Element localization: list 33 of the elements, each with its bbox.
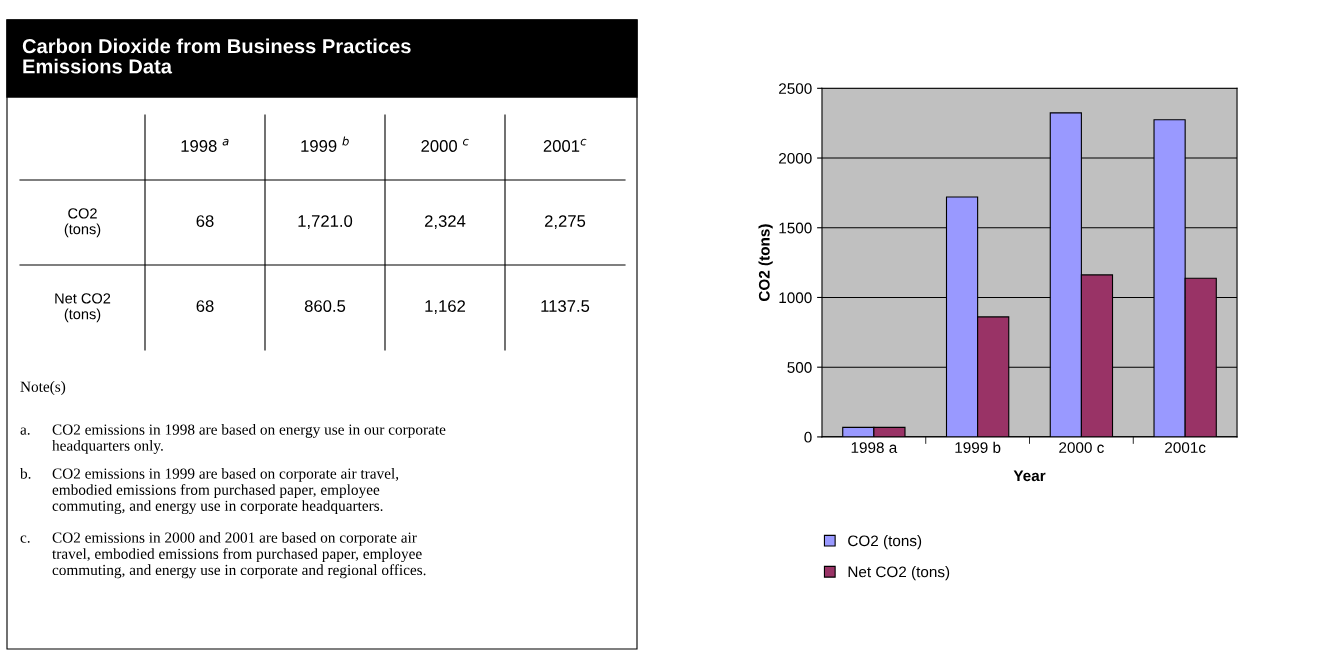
text: 1,721.0 bbox=[298, 215, 353, 229]
category-label: Net CO2 (tons) bbox=[55, 293, 111, 323]
y-tick-label: 500 bbox=[787, 362, 812, 373]
category-label: CO2 (tons) bbox=[64, 208, 101, 238]
y-axis-title: CO2 (tons) bbox=[758, 224, 773, 302]
category-label: 2001$^{c}$ bbox=[543, 138, 587, 152]
text: b. CO2 emissions in 1999 are based on corporate air travel, embodied emissions from purchased paper, employee commuting, and energy use in corporate headquarters. bbox=[20, 468, 399, 515]
x-tick-label: 2001c bbox=[1165, 442, 1206, 453]
category-label: 1998 $^{a}$ bbox=[181, 138, 229, 152]
y-tick-label: 1500 bbox=[779, 222, 812, 234]
x-tick-label: 2000 c bbox=[1059, 442, 1104, 453]
text: 1,162 bbox=[425, 300, 466, 314]
text: 68 bbox=[196, 300, 214, 312]
x-axis-title: Year bbox=[1013, 470, 1046, 482]
x-tick-label: 1999 b bbox=[955, 441, 1001, 453]
text: 2,324 bbox=[424, 215, 466, 229]
legend-label: Net CO2 (tons) bbox=[848, 566, 950, 581]
text: Carbon Dioxide from Business Practices Emissions Data bbox=[22, 38, 411, 74]
text: 68 bbox=[196, 215, 214, 227]
category-label: 1999 $^{b}$ bbox=[301, 136, 349, 152]
y-tick-label: 2000 bbox=[779, 152, 812, 164]
y-tick-label: 2500 bbox=[779, 83, 812, 94]
legend-label: CO2 (tons) bbox=[848, 534, 922, 550]
x-tick-label: 1998 a bbox=[851, 442, 898, 453]
text: 2,275 bbox=[544, 215, 586, 229]
y-tick-label: 1000 bbox=[779, 292, 812, 304]
text: Note(s) bbox=[20, 381, 66, 395]
y-tick-label: 0 bbox=[804, 431, 812, 443]
text: a. CO2 emissions in 1998 are based on energy use in our corporate headquarters only. bbox=[20, 424, 446, 454]
category-label: 2000 $^{c}$ bbox=[421, 138, 469, 152]
text: 1137.5 bbox=[541, 300, 590, 312]
text: c. CO2 emissions in 2000 and 2001 are based on corporate air travel, embodied emissions from purchased paper, employee commuting, and energy use in corporate and regional offices. bbox=[20, 532, 426, 579]
text: 860.5 bbox=[304, 300, 346, 312]
